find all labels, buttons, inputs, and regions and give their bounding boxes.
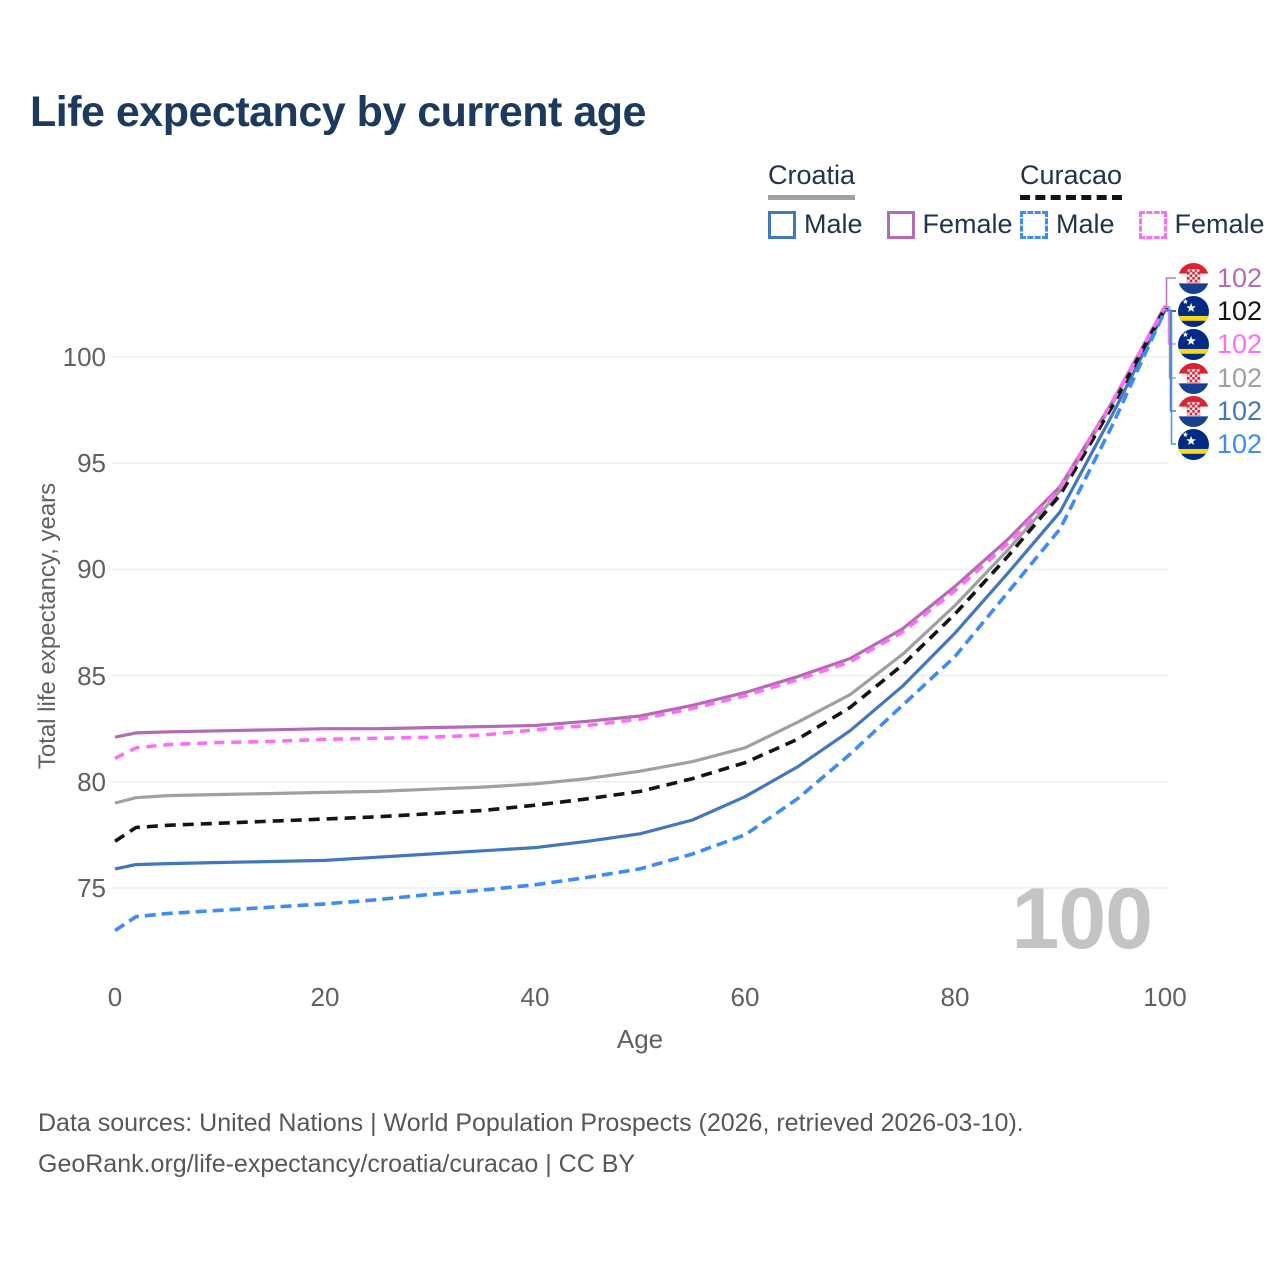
- croatia-flag-icon: [1178, 362, 1209, 394]
- end-value-label: 102: [1217, 395, 1263, 426]
- legend-item-curacao-female[interactable]: Female: [1138, 209, 1265, 240]
- end-label-leader-line: [1165, 306, 1176, 379]
- x-tick-label-20: 20: [310, 982, 340, 1012]
- series-line-croatia-total[interactable]: [114, 306, 1167, 805]
- end-label-row-croatia-female: 102: [1178, 262, 1263, 294]
- end-label-leader-line: [1165, 309, 1176, 412]
- page-title: Life expectancy by current age: [30, 88, 646, 136]
- x-axis-title: Age: [616, 1024, 664, 1054]
- end-label-row-curacao-male: 102: [1178, 428, 1263, 460]
- curacao-male-swatch-icon: [1020, 210, 1048, 239]
- legend-item-label: Male: [804, 209, 863, 239]
- legend-item-croatia-female[interactable]: Female: [886, 209, 1013, 240]
- legend-country-croatia[interactable]: Croatia: [768, 160, 856, 200]
- end-value-label: 102: [1217, 262, 1263, 293]
- series-line-curacao-female[interactable]: [114, 306, 1167, 761]
- y-tick-label-95: 95: [77, 448, 106, 479]
- x-tick-label-80: 80: [940, 982, 970, 1012]
- end-label-row-curacao-female: 102: [1178, 328, 1263, 360]
- legend-item-croatia-male[interactable]: Male: [768, 209, 863, 240]
- curacao-flag-icon: [1178, 295, 1209, 327]
- legend-item-curacao-male[interactable]: Male: [1020, 209, 1115, 240]
- end-label-row-croatia-male: 102: [1178, 395, 1263, 427]
- croatia-flag-icon: [1178, 395, 1209, 427]
- end-label-row-curacao-total: 102: [1178, 295, 1263, 327]
- end-label-leader-line: [1165, 277, 1176, 307]
- curacao-flag-icon: [1178, 428, 1209, 460]
- series-line-croatia-male[interactable]: [114, 309, 1167, 871]
- end-value-label: 102: [1217, 362, 1263, 393]
- y-tick-label-90: 90: [77, 554, 106, 585]
- x-tick-label-40: 40: [520, 982, 550, 1012]
- legend-item-label: Female: [922, 209, 1013, 239]
- croatia-female-swatch-icon: [886, 210, 915, 239]
- age-watermark: 100: [1011, 871, 1153, 967]
- series-line-curacao-male[interactable]: [114, 309, 1167, 933]
- x-tick-label-60: 60: [730, 982, 760, 1012]
- legend-item-label: Female: [1174, 209, 1265, 239]
- y-tick-label-80: 80: [77, 766, 106, 797]
- source-line-1: Data sources: United Nations | World Pop…: [38, 1109, 1024, 1137]
- y-tick-label-85: 85: [77, 660, 106, 691]
- croatia-male-swatch-icon: [768, 210, 796, 239]
- end-value-label: 102: [1217, 295, 1263, 326]
- x-tick-label-100: 100: [1143, 982, 1187, 1012]
- end-label-row-croatia-total: 102: [1178, 362, 1263, 394]
- series-line-croatia-female[interactable]: [114, 305, 1167, 739]
- source-note: Data sources: United Nations | World Pop…: [38, 1103, 1024, 1185]
- end-value-label: 102: [1217, 428, 1263, 459]
- legend-item-label: Male: [1056, 209, 1115, 239]
- legend-group-curacao: Curacao Male Female: [1020, 160, 1280, 240]
- y-tick-label-75: 75: [77, 873, 106, 903]
- curacao-flag-icon: [1178, 328, 1209, 360]
- x-tick-label-0: 0: [107, 982, 123, 1012]
- legend-group-croatia: Croatia Male Female: [768, 160, 1037, 240]
- curacao-female-swatch-icon: [1138, 210, 1167, 239]
- end-label-leader-line: [1165, 309, 1176, 445]
- croatia-flag-icon: [1178, 262, 1209, 294]
- end-value-label: 102: [1217, 328, 1263, 359]
- source-line-2: GeoRank.org/life-expectancy/croatia/cura…: [38, 1150, 636, 1178]
- series-line-curacao-total[interactable]: [114, 307, 1167, 843]
- y-tick-label-100: 100: [62, 342, 106, 372]
- legend-country-curacao[interactable]: Curacao: [1020, 160, 1123, 200]
